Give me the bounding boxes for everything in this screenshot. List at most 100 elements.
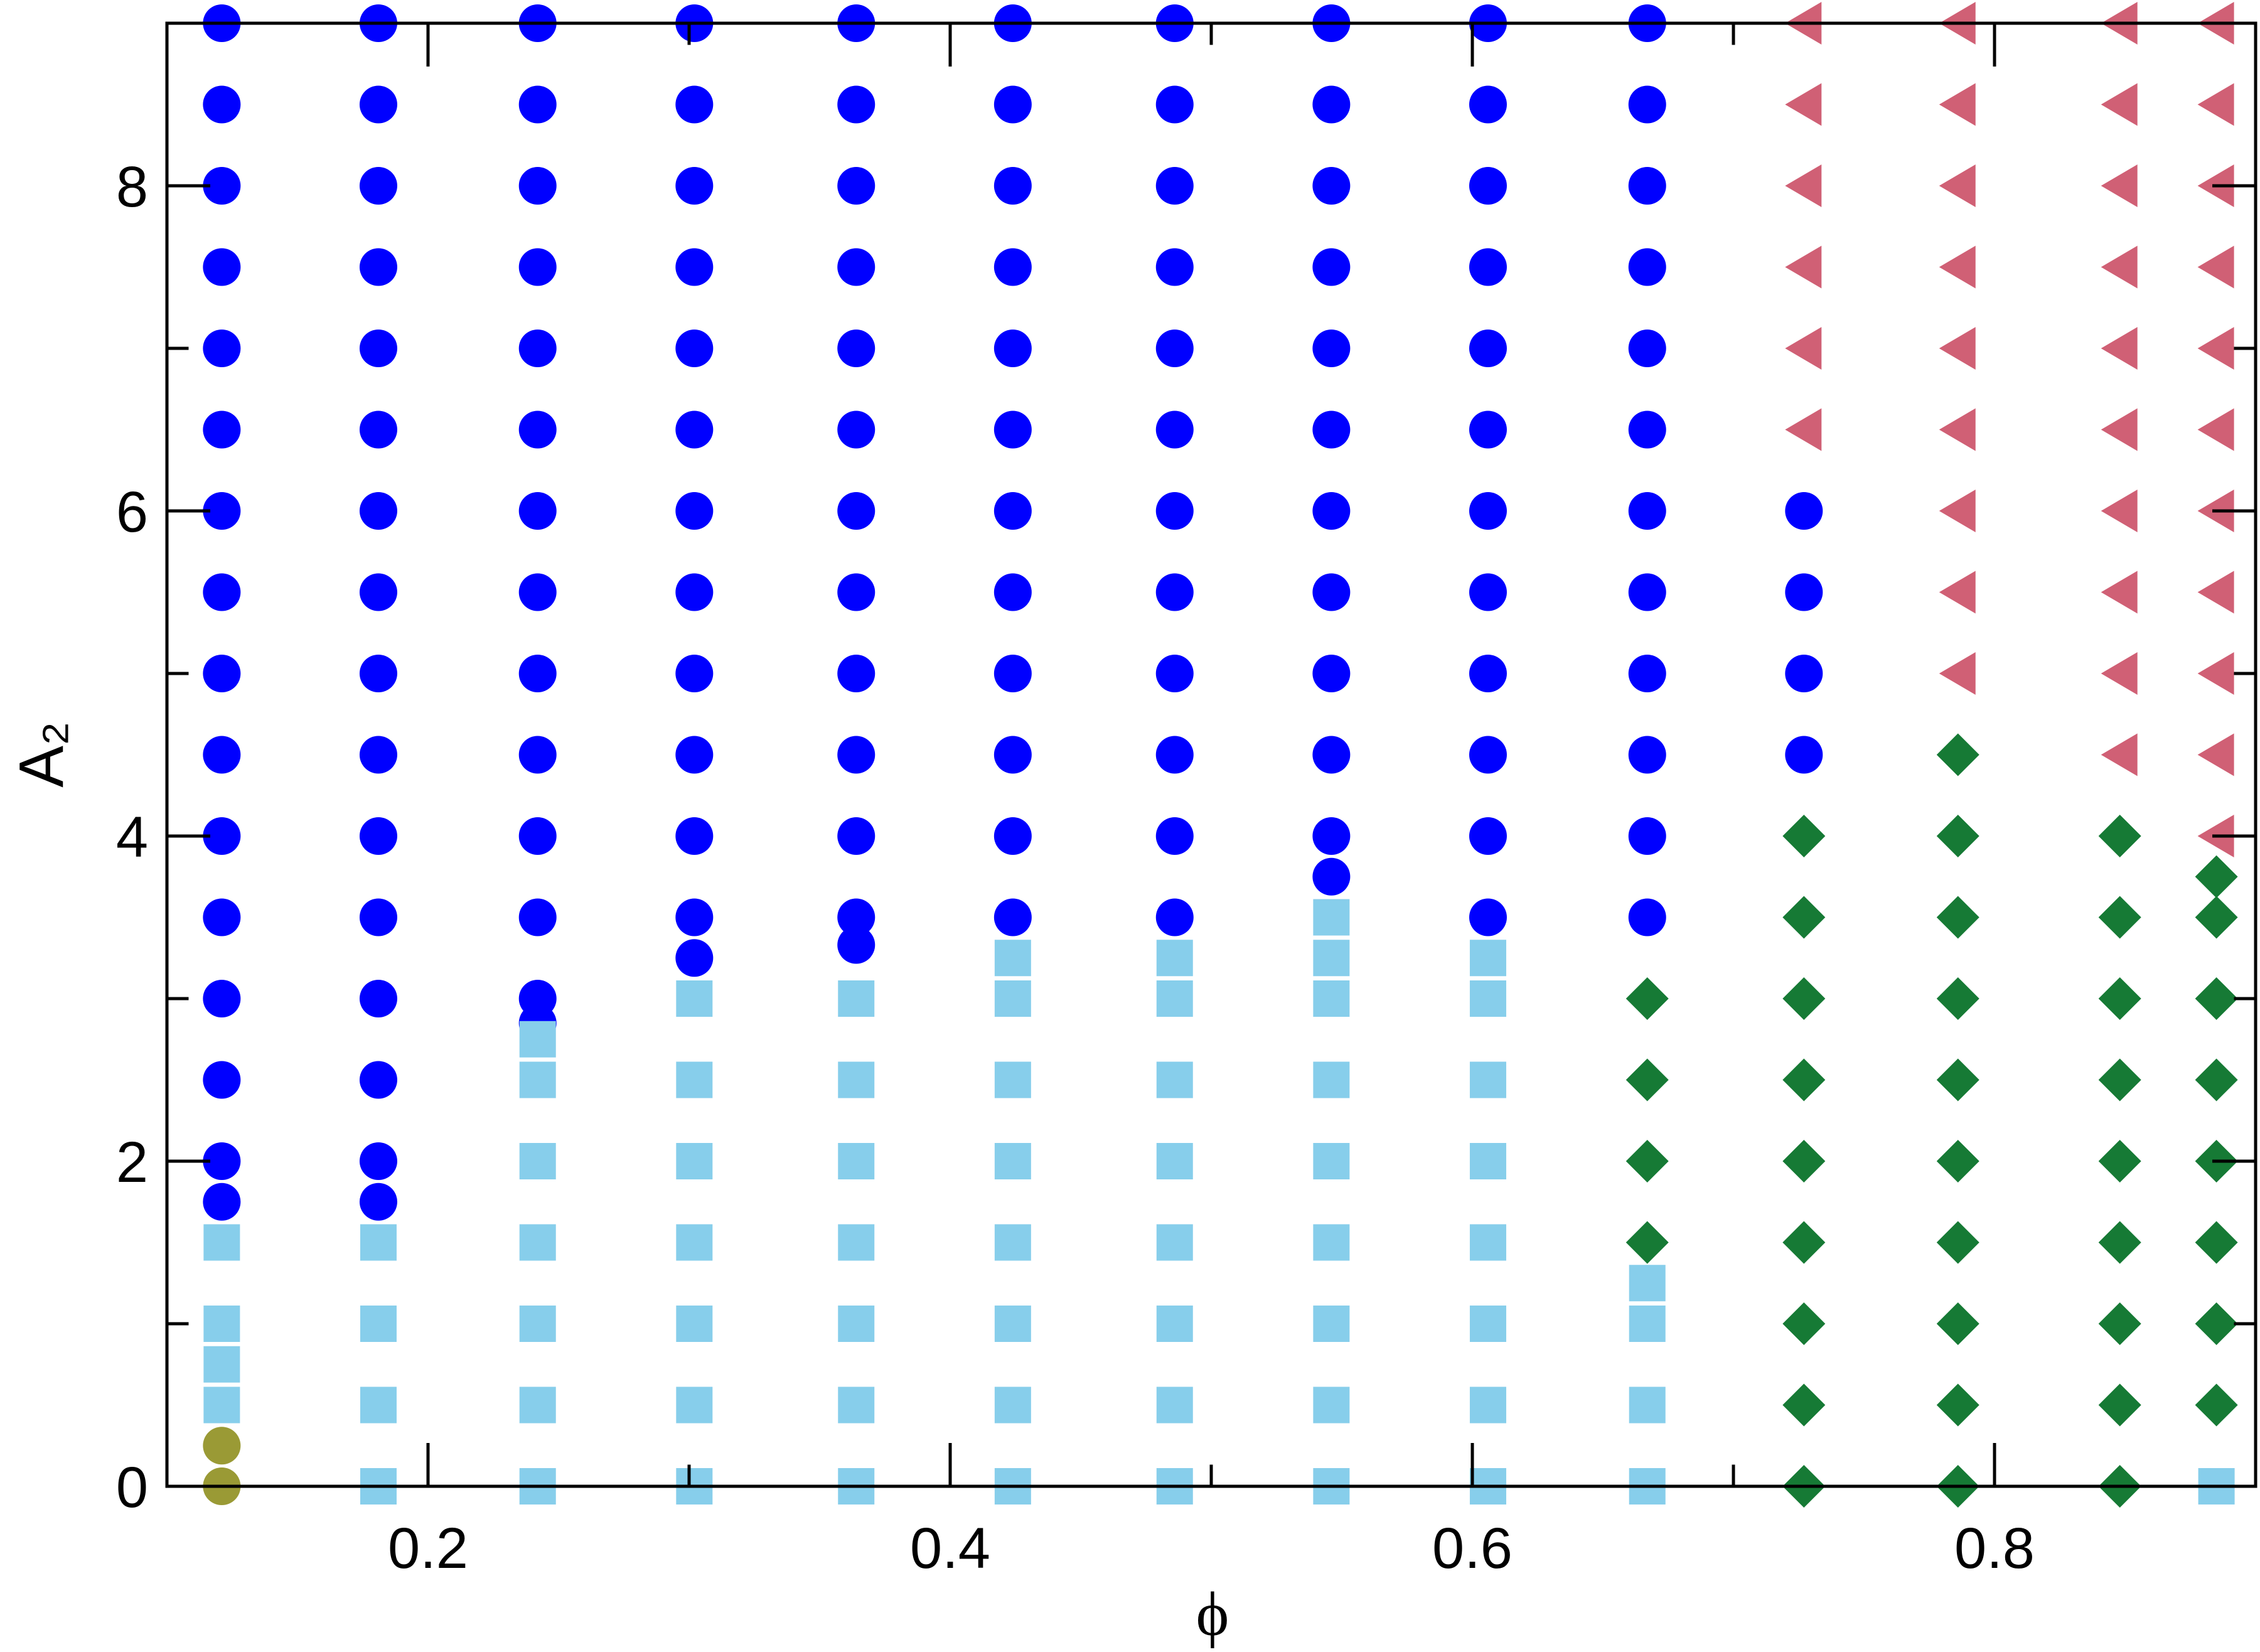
point (519, 1061, 556, 1098)
point (676, 1143, 713, 1179)
point (203, 167, 241, 205)
point (1469, 492, 1507, 530)
point (1936, 896, 1979, 939)
point (993, 330, 1032, 367)
point (519, 1143, 556, 1179)
point (359, 85, 397, 124)
point (1939, 652, 1976, 695)
point (1939, 327, 1976, 370)
point (518, 655, 557, 692)
point (1625, 1221, 1669, 1264)
point (2101, 490, 2138, 532)
point (994, 980, 1031, 1017)
point (1785, 83, 1822, 126)
point (1313, 1386, 1350, 1424)
point (838, 1061, 875, 1098)
point (2098, 1383, 2141, 1427)
point (1469, 898, 1507, 936)
point (203, 817, 241, 855)
point (518, 410, 557, 449)
point (837, 248, 876, 286)
point (1156, 1386, 1193, 1424)
point (2098, 977, 2141, 1020)
point (2197, 83, 2234, 126)
point (1939, 490, 1976, 532)
point (1313, 1061, 1350, 1098)
point (2101, 571, 2138, 614)
point (994, 940, 1031, 977)
point (2197, 245, 2234, 289)
point (1785, 573, 1823, 611)
point (359, 167, 397, 205)
point (360, 1224, 397, 1261)
point (1782, 1058, 1826, 1102)
point (837, 167, 876, 205)
point (518, 167, 557, 205)
point (1312, 330, 1351, 367)
x-tick-label: 0.2 (388, 1516, 468, 1580)
point (519, 1224, 556, 1261)
point (1785, 736, 1823, 774)
point (203, 1061, 241, 1099)
point (1469, 940, 1506, 977)
point (1782, 1140, 1826, 1183)
point (2098, 1140, 2141, 1183)
point (1785, 492, 1823, 530)
y-tick-label: 8 (116, 155, 148, 219)
point (1782, 977, 1826, 1020)
point (1312, 817, 1351, 855)
point (518, 817, 557, 855)
point (2098, 1302, 2141, 1345)
point (203, 1346, 240, 1383)
x-tick-label: 0.4 (910, 1516, 990, 1580)
point (1625, 1140, 1669, 1183)
point (359, 980, 397, 1017)
point (203, 1306, 240, 1342)
point (837, 492, 876, 530)
point (1156, 1061, 1193, 1098)
point (2101, 327, 2138, 370)
point (1936, 733, 1979, 776)
point (837, 410, 876, 449)
point (2098, 896, 2141, 939)
point (518, 248, 557, 286)
point (1469, 980, 1506, 1017)
point (1785, 655, 1823, 692)
point (993, 167, 1032, 205)
point (675, 492, 714, 530)
point (1628, 492, 1666, 530)
point (838, 1306, 875, 1342)
point (1156, 1143, 1193, 1179)
point (203, 1427, 241, 1465)
point (1628, 85, 1666, 124)
point (360, 1306, 397, 1342)
point (203, 1183, 241, 1221)
point (1156, 940, 1193, 977)
point (203, 573, 241, 611)
point (2101, 408, 2138, 451)
point (675, 736, 714, 774)
point (1785, 408, 1822, 451)
point (1155, 410, 1194, 449)
point (359, 1142, 397, 1180)
point (1625, 1058, 1669, 1102)
point (359, 1183, 397, 1221)
point (1312, 857, 1351, 896)
point (1936, 1140, 1979, 1183)
point (203, 85, 241, 124)
point (519, 1386, 556, 1424)
point (1785, 164, 1822, 207)
point (1312, 573, 1351, 611)
point (1936, 1058, 1979, 1102)
x-tick-label: 0.6 (1432, 1516, 1513, 1580)
point (1156, 1306, 1193, 1342)
point (1939, 164, 1976, 207)
point (676, 1386, 713, 1424)
point (1939, 408, 1976, 451)
point (518, 980, 557, 1017)
x-axis-label: ϕ (1196, 1579, 1229, 1649)
point (676, 1306, 713, 1342)
point (675, 410, 714, 449)
point (2101, 652, 2138, 695)
point (203, 898, 241, 936)
